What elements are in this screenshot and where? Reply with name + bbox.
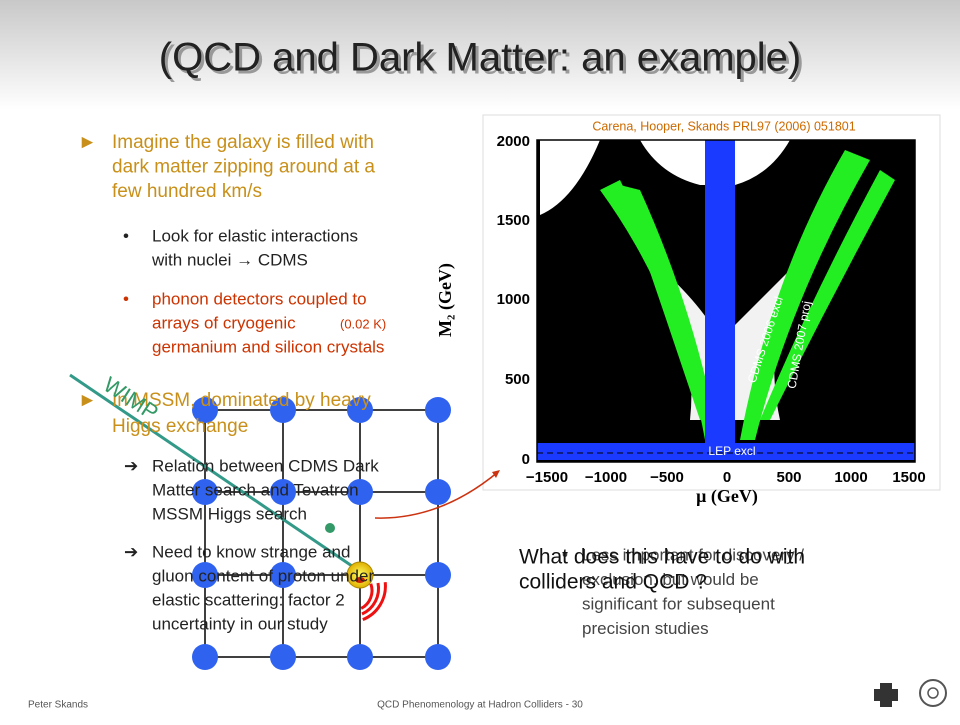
plot xyxy=(482,114,941,491)
annotation: LEP excl xyxy=(708,444,755,458)
question-text: What does this have to do with xyxy=(519,546,805,569)
y-tick-label: 0 xyxy=(522,451,530,468)
nucleus xyxy=(347,644,373,670)
title-shadow: (QCD and Dark Matter: an example) xyxy=(162,39,804,83)
bullet-text: few hundred km/s xyxy=(112,181,262,202)
recoil-wave xyxy=(361,582,381,616)
nucleus xyxy=(270,644,296,670)
bullet-text: gluon content of proton under xyxy=(152,566,374,585)
struck-nucleus-mouth xyxy=(355,577,365,583)
nucleus xyxy=(270,562,296,588)
nucleus xyxy=(425,397,451,423)
x-tick-label: −1000 xyxy=(585,469,627,486)
bullet-text: dark matter zipping around at a xyxy=(112,157,375,178)
bullet-text: elastic scattering: factor 2 xyxy=(152,590,345,609)
arrow xyxy=(374,471,499,519)
footer-title: QCD Phenomenology at Hadron Colliders - … xyxy=(377,700,583,711)
bullet-text: germanium and silicon crystals xyxy=(152,337,384,356)
bullet-text: arrays of cryogenic xyxy=(152,313,296,332)
bullet-text: phonon detectors coupled to xyxy=(152,289,367,308)
nucleus xyxy=(425,644,451,670)
logos xyxy=(874,679,947,707)
bullet-text: uncertainty in our study xyxy=(152,614,328,633)
recoil-wave xyxy=(362,582,387,621)
wimp-dot xyxy=(325,523,335,533)
x-tick-label: −1500 xyxy=(526,469,568,486)
x-tick-label: 0 xyxy=(723,469,731,486)
side-bullet-text: precision studies xyxy=(582,619,709,638)
nucleus xyxy=(270,397,296,423)
bullet-text: Matter search and Tevatron xyxy=(152,480,359,499)
bullet-text: MSSM Higgs search xyxy=(152,504,307,523)
recoil-wave xyxy=(360,583,374,610)
bullet-text: Higgs exchange xyxy=(112,416,248,437)
bullet-text: Imagine the galaxy is filled with xyxy=(112,132,374,153)
nucleus xyxy=(192,479,218,505)
bullet-text: In MSSM, dominated by heavy xyxy=(112,390,371,411)
x-tick-label: 500 xyxy=(776,469,801,486)
y-tick-label: 1500 xyxy=(497,212,530,229)
x-tick-label: 1500 xyxy=(892,469,925,486)
y-tick-label: 1000 xyxy=(497,291,530,308)
arrow-head xyxy=(492,470,500,478)
y-tick-label: 500 xyxy=(505,371,530,388)
bullet-text: Relation between CDMS Dark xyxy=(152,456,379,475)
side-bullet-text: significant for subsequent xyxy=(582,594,775,613)
nucleus xyxy=(270,479,296,505)
side-bullet-text: exclusion, but would be xyxy=(582,570,759,589)
nucleus xyxy=(425,479,451,505)
bullet-text: with nuclei → CDMS xyxy=(151,250,308,269)
bullet-note: (0.02 K) xyxy=(340,316,386,331)
nucleus xyxy=(347,479,373,505)
x-axis-label: μ (GeV) xyxy=(696,486,758,507)
nucleus xyxy=(425,562,451,588)
nucleus xyxy=(347,397,373,423)
bullet-marker: ► xyxy=(78,132,97,153)
title: (QCD and Dark Matter: an example) xyxy=(159,36,801,80)
bullet-marker: • xyxy=(562,545,568,564)
nucleus xyxy=(192,562,218,588)
lattice xyxy=(69,373,451,670)
nucleus xyxy=(192,397,218,423)
x-tick-label: −500 xyxy=(650,469,684,486)
title-band xyxy=(0,0,960,110)
nucleus xyxy=(192,644,218,670)
bullet-marker: ➔ xyxy=(124,456,138,475)
bullet-text: Look for elastic interactions xyxy=(152,226,358,245)
bullet-marker: • xyxy=(123,226,129,245)
question-text: colliders and QCD ? xyxy=(519,571,707,594)
bullet-marker: ➔ xyxy=(124,542,138,561)
struck-nucleus xyxy=(346,561,374,589)
wimp-track xyxy=(69,373,353,568)
footer-author: Peter Skands xyxy=(28,700,88,711)
bullet-text: Need to know strange and xyxy=(152,542,350,561)
side-bullet-text: Less important for discovery / xyxy=(582,545,804,564)
y-tick-label: 2000 xyxy=(497,133,530,150)
bullet-marker: • xyxy=(123,289,129,308)
x-tick-label: 1000 xyxy=(834,469,867,486)
bullet-marker: ► xyxy=(78,390,97,411)
y-axis-label: M₂ (GeV) xyxy=(435,263,456,337)
citation: Carena, Hooper, Skands PRL97 (2006) 0518… xyxy=(592,119,855,133)
